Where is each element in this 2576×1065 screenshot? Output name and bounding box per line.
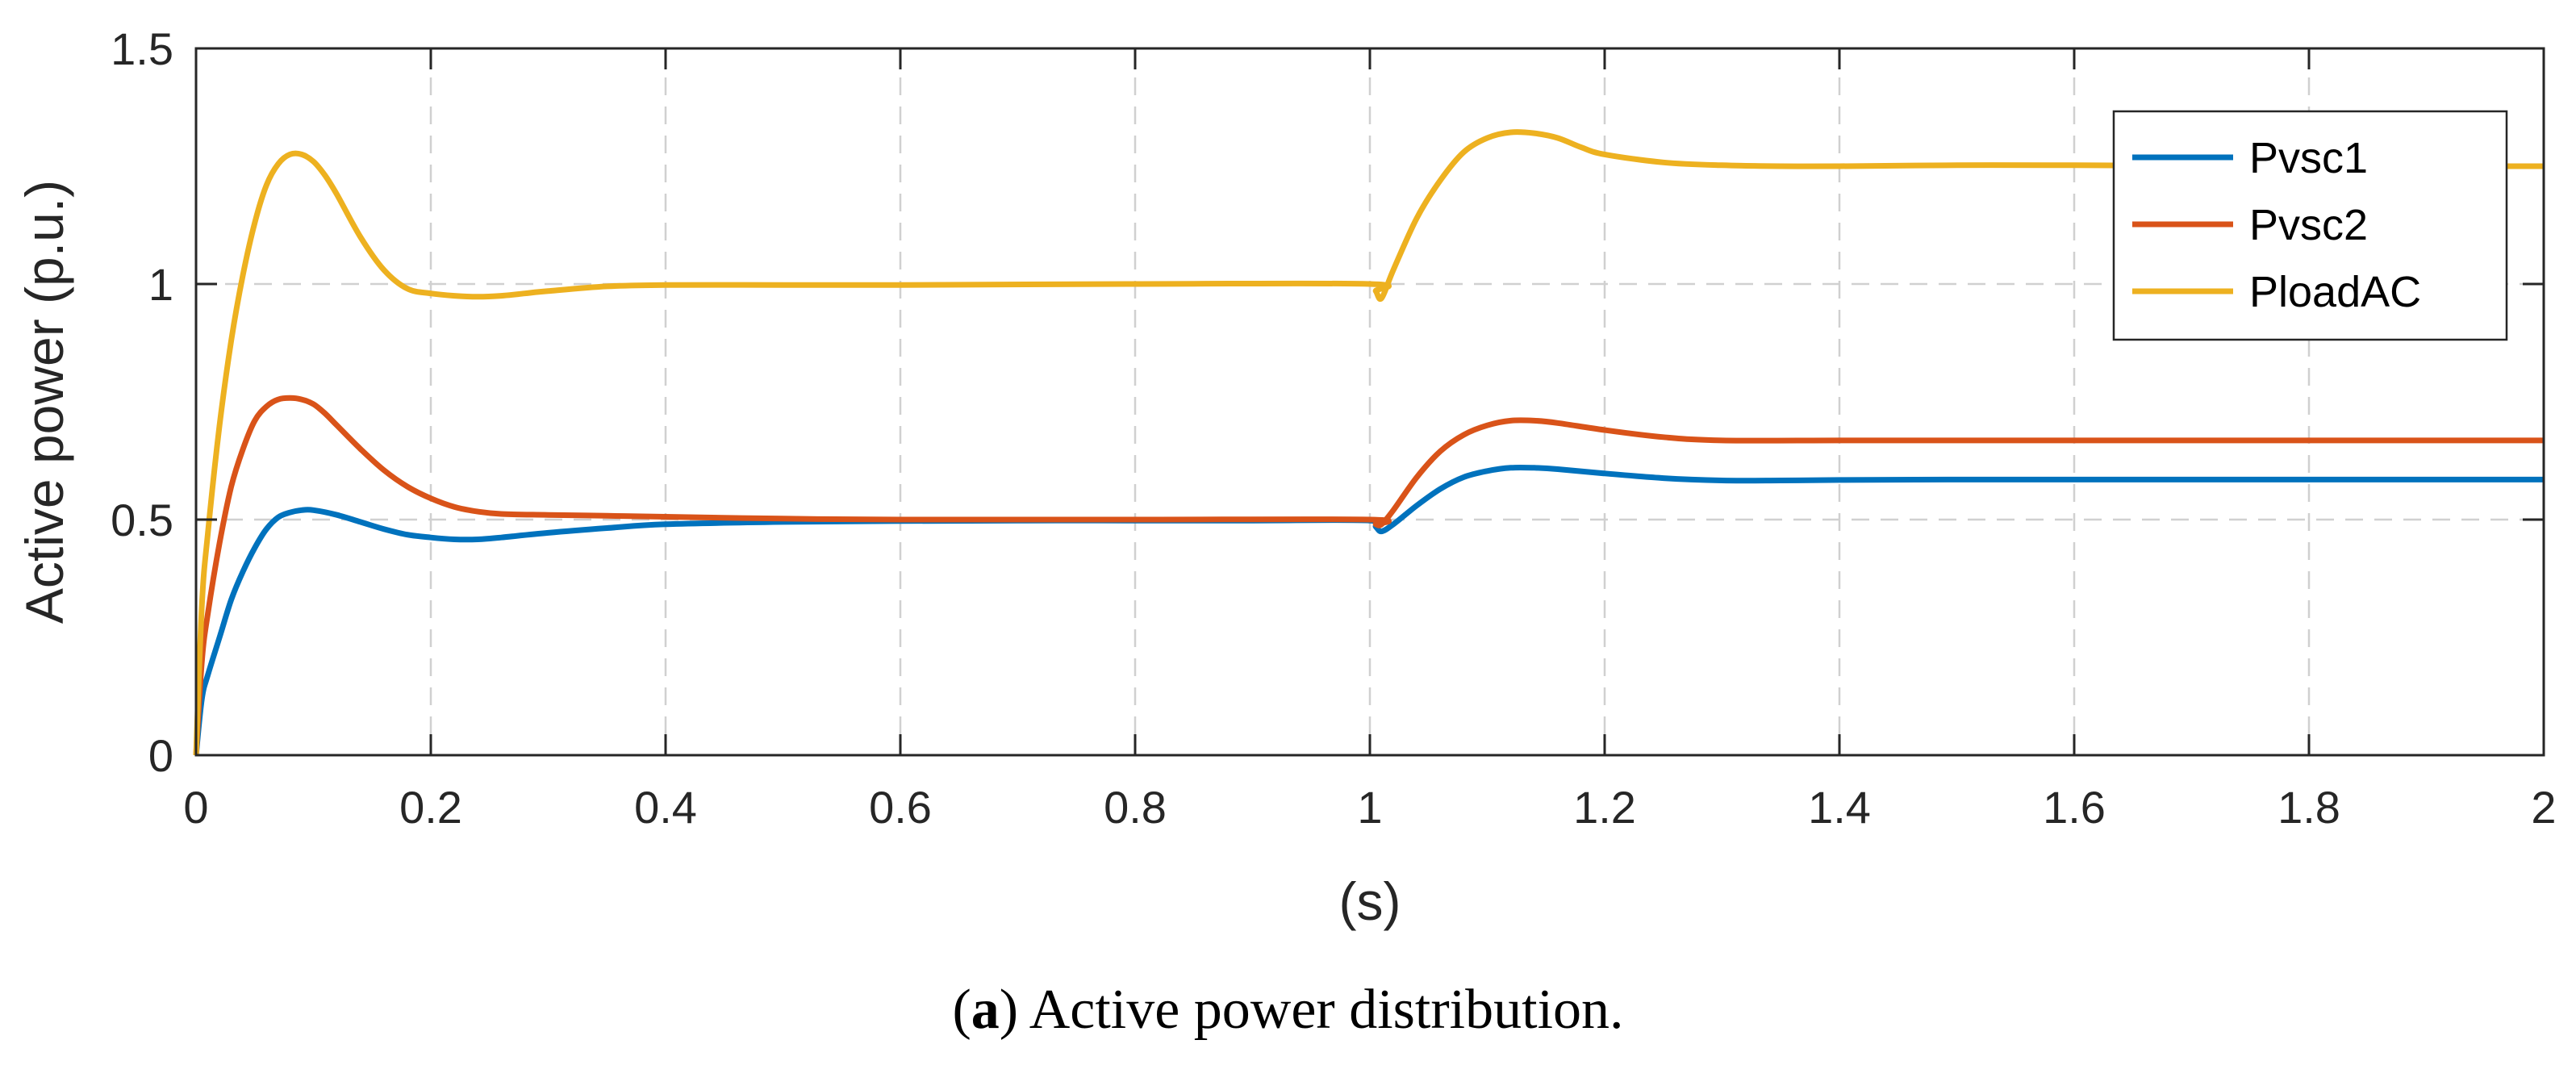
series-line-ploadac: [193, 129, 2545, 756]
x-tick-label: 1: [1357, 782, 1382, 833]
x-tick-label: 0.8: [1104, 782, 1167, 833]
x-tick-label: 1.4: [1808, 782, 1871, 833]
caption-label: a: [971, 979, 1000, 1041]
y-tick-labels: 0 0.5 1 1.5: [111, 23, 173, 781]
series-lines: [193, 129, 2545, 756]
caption-text: Active power distribution.: [1029, 979, 1624, 1041]
x-tick-label: 0.4: [634, 782, 697, 833]
legend-label-pvsc2: Pvsc2: [2249, 201, 2368, 249]
y-tick-label: 1.5: [111, 23, 173, 74]
x-tick-label: 0.6: [869, 782, 932, 833]
axis-ticks: [194, 47, 2545, 757]
x-axis-title: (s): [1339, 871, 1401, 931]
y-tick-label: 0.5: [111, 495, 173, 545]
x-tick-labels: 0 0.2 0.4 0.6 0.8 1 1.2 1.4 1.6 1.8 2: [183, 782, 2556, 833]
y-tick-label: 1: [148, 259, 173, 310]
x-tick-label: 1.8: [2277, 782, 2340, 833]
x-tick-label: 1.6: [2043, 782, 2106, 833]
series-line-pvsc2: [193, 395, 2544, 756]
legend-label-pvsc1: Pvsc1: [2249, 134, 2368, 182]
legend: Pvsc1 Pvsc2 PloadAC: [2112, 110, 2508, 341]
x-tick-label: 2: [2531, 782, 2556, 833]
x-tick-label: 0: [183, 782, 208, 833]
x-tick-label: 1.2: [1573, 782, 1636, 833]
legend-label-ploadac: PloadAC: [2249, 268, 2421, 316]
figure-caption: (a) Active power distribution.: [952, 979, 1624, 1041]
y-tick-label: 0: [148, 730, 173, 781]
x-tick-label: 0.2: [399, 782, 462, 833]
y-axis-title: Active power (p.u.): [15, 180, 74, 624]
